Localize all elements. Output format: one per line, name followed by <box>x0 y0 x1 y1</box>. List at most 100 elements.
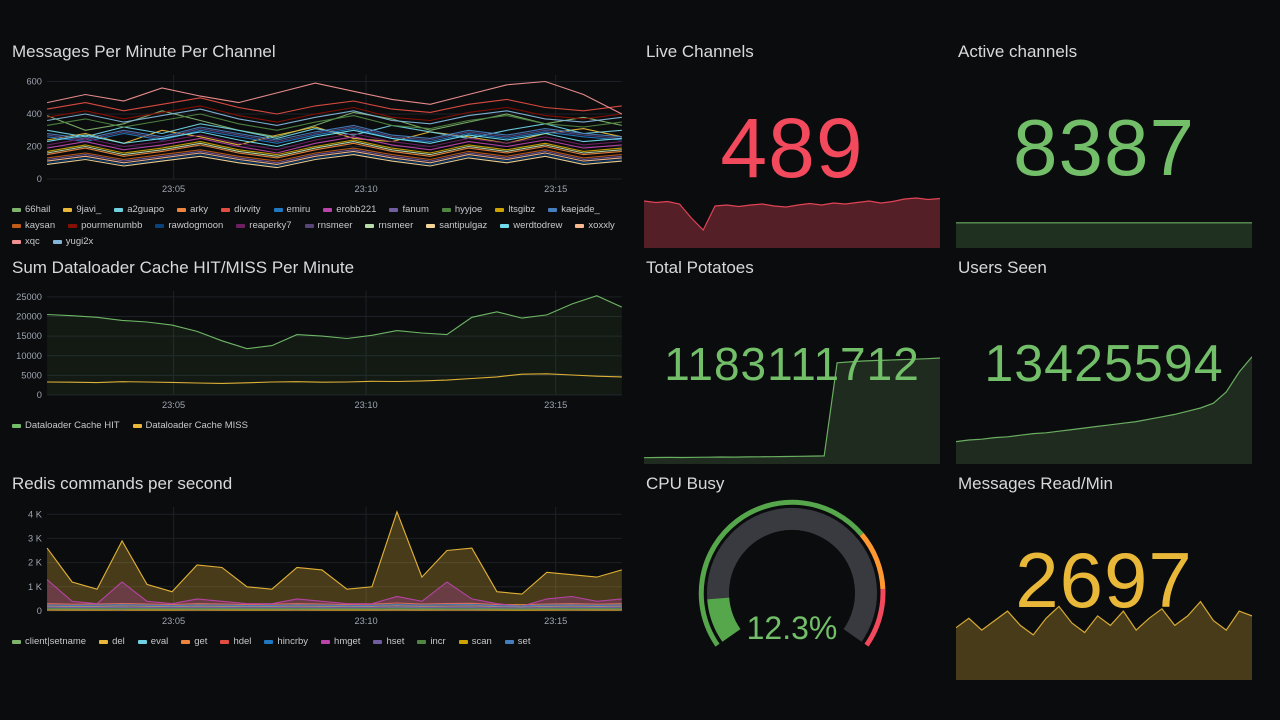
users-seen-value: 13425594 <box>984 335 1224 394</box>
legend-item[interactable]: get <box>181 635 207 648</box>
legend-item[interactable]: scan <box>458 635 492 648</box>
legend-color-swatch <box>236 223 246 228</box>
legend-item[interactable]: xoxxly <box>575 219 615 232</box>
svg-text:15000: 15000 <box>16 331 42 341</box>
legend-item[interactable]: xqc <box>12 235 40 248</box>
panel-title-dataloader[interactable]: Sum Dataloader Cache HIT/MISS Per Minute <box>12 258 355 277</box>
panel-live-channels: Live Channels 489 <box>644 40 940 248</box>
legend-item[interactable]: kaejade_ <box>548 203 600 216</box>
legend-color-swatch <box>221 207 231 212</box>
legend-color-swatch <box>548 207 558 212</box>
legend-color-swatch <box>220 639 230 644</box>
messages-read-value: 2697 <box>1015 536 1193 625</box>
legend-item[interactable]: ltsgibz <box>495 203 535 216</box>
svg-text:25000: 25000 <box>16 292 42 302</box>
svg-text:23:05: 23:05 <box>162 184 185 194</box>
legend-color-swatch <box>389 207 399 212</box>
live-channels-value: 489 <box>720 101 864 196</box>
legend-color-swatch <box>417 639 427 644</box>
panel-dataloader-cache: Sum Dataloader Cache HIT/MISS Per Minute… <box>10 256 628 464</box>
legend-item[interactable]: hdel <box>220 635 251 648</box>
panel-title-messages[interactable]: Messages Per Minute Per Channel <box>12 42 276 61</box>
legend-color-swatch <box>12 639 21 644</box>
panel-title-messages-read[interactable]: Messages Read/Min <box>958 474 1113 493</box>
legend-item[interactable]: rawdogmoon <box>155 219 223 232</box>
svg-text:200: 200 <box>26 142 41 152</box>
panel-messages-per-minute: Messages Per Minute Per Channel 0 200 400 6… <box>10 40 628 248</box>
legend-item[interactable]: Dataloader Cache MISS <box>132 419 248 432</box>
legend-item[interactable]: a2guapo <box>114 203 164 216</box>
live-channels-sparkline <box>644 197 940 248</box>
legend-color-swatch <box>504 639 514 644</box>
legend-item[interactable]: rnsmeer <box>304 219 352 232</box>
active-channels-sparkline <box>956 222 1252 248</box>
panel-total-potatoes: Total Potatoes 1183111712 <box>644 256 940 464</box>
legend-color-swatch <box>52 239 62 244</box>
legend-item[interactable]: kaysan <box>12 219 55 232</box>
panel-cpu-busy: CPU Busy 12.3% <box>644 472 940 680</box>
legend-item[interactable]: pourmenumbb <box>68 219 142 232</box>
panel-title-active-channels[interactable]: Active channels <box>958 42 1078 61</box>
legend-item[interactable]: client|setname <box>12 635 86 648</box>
legend-item[interactable]: erobb221 <box>323 203 376 216</box>
panel-title-live-channels[interactable]: Live Channels <box>646 42 754 61</box>
legend-color-swatch <box>495 207 505 212</box>
svg-text:20000: 20000 <box>16 312 42 322</box>
total-potatoes-value: 1183111712 <box>664 338 920 391</box>
legend-color-swatch <box>321 639 331 644</box>
legend-item[interactable]: reaperky7 <box>236 219 292 232</box>
legend-color-swatch <box>177 207 187 212</box>
svg-text:0: 0 <box>37 174 42 184</box>
legend-item[interactable]: emiru <box>273 203 310 216</box>
svg-text:10000: 10000 <box>16 351 42 361</box>
panel-active-channels: Active channels 8387 <box>956 40 1252 248</box>
svg-text:0: 0 <box>37 606 42 616</box>
legend-color-swatch <box>12 423 21 428</box>
legend-item[interactable]: set <box>504 635 530 648</box>
legend-item[interactable]: eval <box>137 635 168 648</box>
legend-item[interactable]: hincrby <box>264 635 308 648</box>
dataloader-chart[interactable]: 0 5000 10000 15000 20000 25000 23:05 23:10 23:15 <box>10 283 628 415</box>
panel-title-total-potatoes[interactable]: Total Potatoes <box>646 258 754 277</box>
svg-text:23:10: 23:10 <box>354 184 377 194</box>
panel-messages-read: Messages Read/Min 2697 <box>956 472 1252 680</box>
svg-text:1 K: 1 K <box>28 582 42 592</box>
legend-color-swatch <box>68 223 78 228</box>
legend-item[interactable]: santipulgaz <box>426 219 487 232</box>
legend-item[interactable]: hyyjoe <box>441 203 482 216</box>
cpu-busy-gauge: 12.3% <box>698 499 886 647</box>
legend-item[interactable]: 66hail <box>12 203 50 216</box>
legend-item[interactable]: hset <box>373 635 404 648</box>
legend-item[interactable]: 9javi_ <box>63 203 101 216</box>
legend-item[interactable]: hmget <box>321 635 360 648</box>
legend-item[interactable]: yugi2x <box>52 235 93 248</box>
legend-item[interactable]: del <box>99 635 125 648</box>
legend-item[interactable]: werdtodrew <box>500 219 562 232</box>
legend-color-swatch <box>99 639 109 644</box>
legend-color-swatch <box>12 207 21 212</box>
legend-color-swatch <box>12 239 21 244</box>
legend-item[interactable]: arky <box>177 203 208 216</box>
legend-item[interactable]: fanum <box>389 203 429 216</box>
svg-text:23:15: 23:15 <box>544 184 567 194</box>
legend-item[interactable]: Dataloader Cache HIT <box>12 419 120 432</box>
legend-color-swatch <box>155 223 165 228</box>
legend-item[interactable]: divvity <box>221 203 261 216</box>
legend-color-swatch <box>132 423 142 428</box>
panel-title-users-seen[interactable]: Users Seen <box>958 258 1047 277</box>
legend-item[interactable]: incr <box>417 635 446 648</box>
legend-color-swatch <box>114 207 124 212</box>
svg-text:3 K: 3 K <box>28 534 42 544</box>
redis-chart[interactable]: 0 1 K 2 K 3 K 4 K 23:05 23:10 23:15 <box>10 499 628 631</box>
legend-item[interactable]: rnsmeer <box>365 219 413 232</box>
panel-title-redis[interactable]: Redis commands per second <box>12 474 233 493</box>
dataloader-legend: Dataloader Cache HIT Dataloader Cache MIS… <box>10 419 628 432</box>
svg-text:23:05: 23:05 <box>162 400 185 410</box>
panel-title-cpu-busy[interactable]: CPU Busy <box>646 474 725 493</box>
legend-color-swatch <box>441 207 451 212</box>
svg-text:23:10: 23:10 <box>354 616 377 626</box>
legend-color-swatch <box>458 639 468 644</box>
legend-color-swatch <box>264 639 274 644</box>
messages-chart[interactable]: 0 200 400 600 23:05 23:10 23:15 <box>10 67 628 199</box>
panel-redis-commands: Redis commands per second 0 1 K 2 K 3 K 4 K 2… <box>10 472 628 680</box>
